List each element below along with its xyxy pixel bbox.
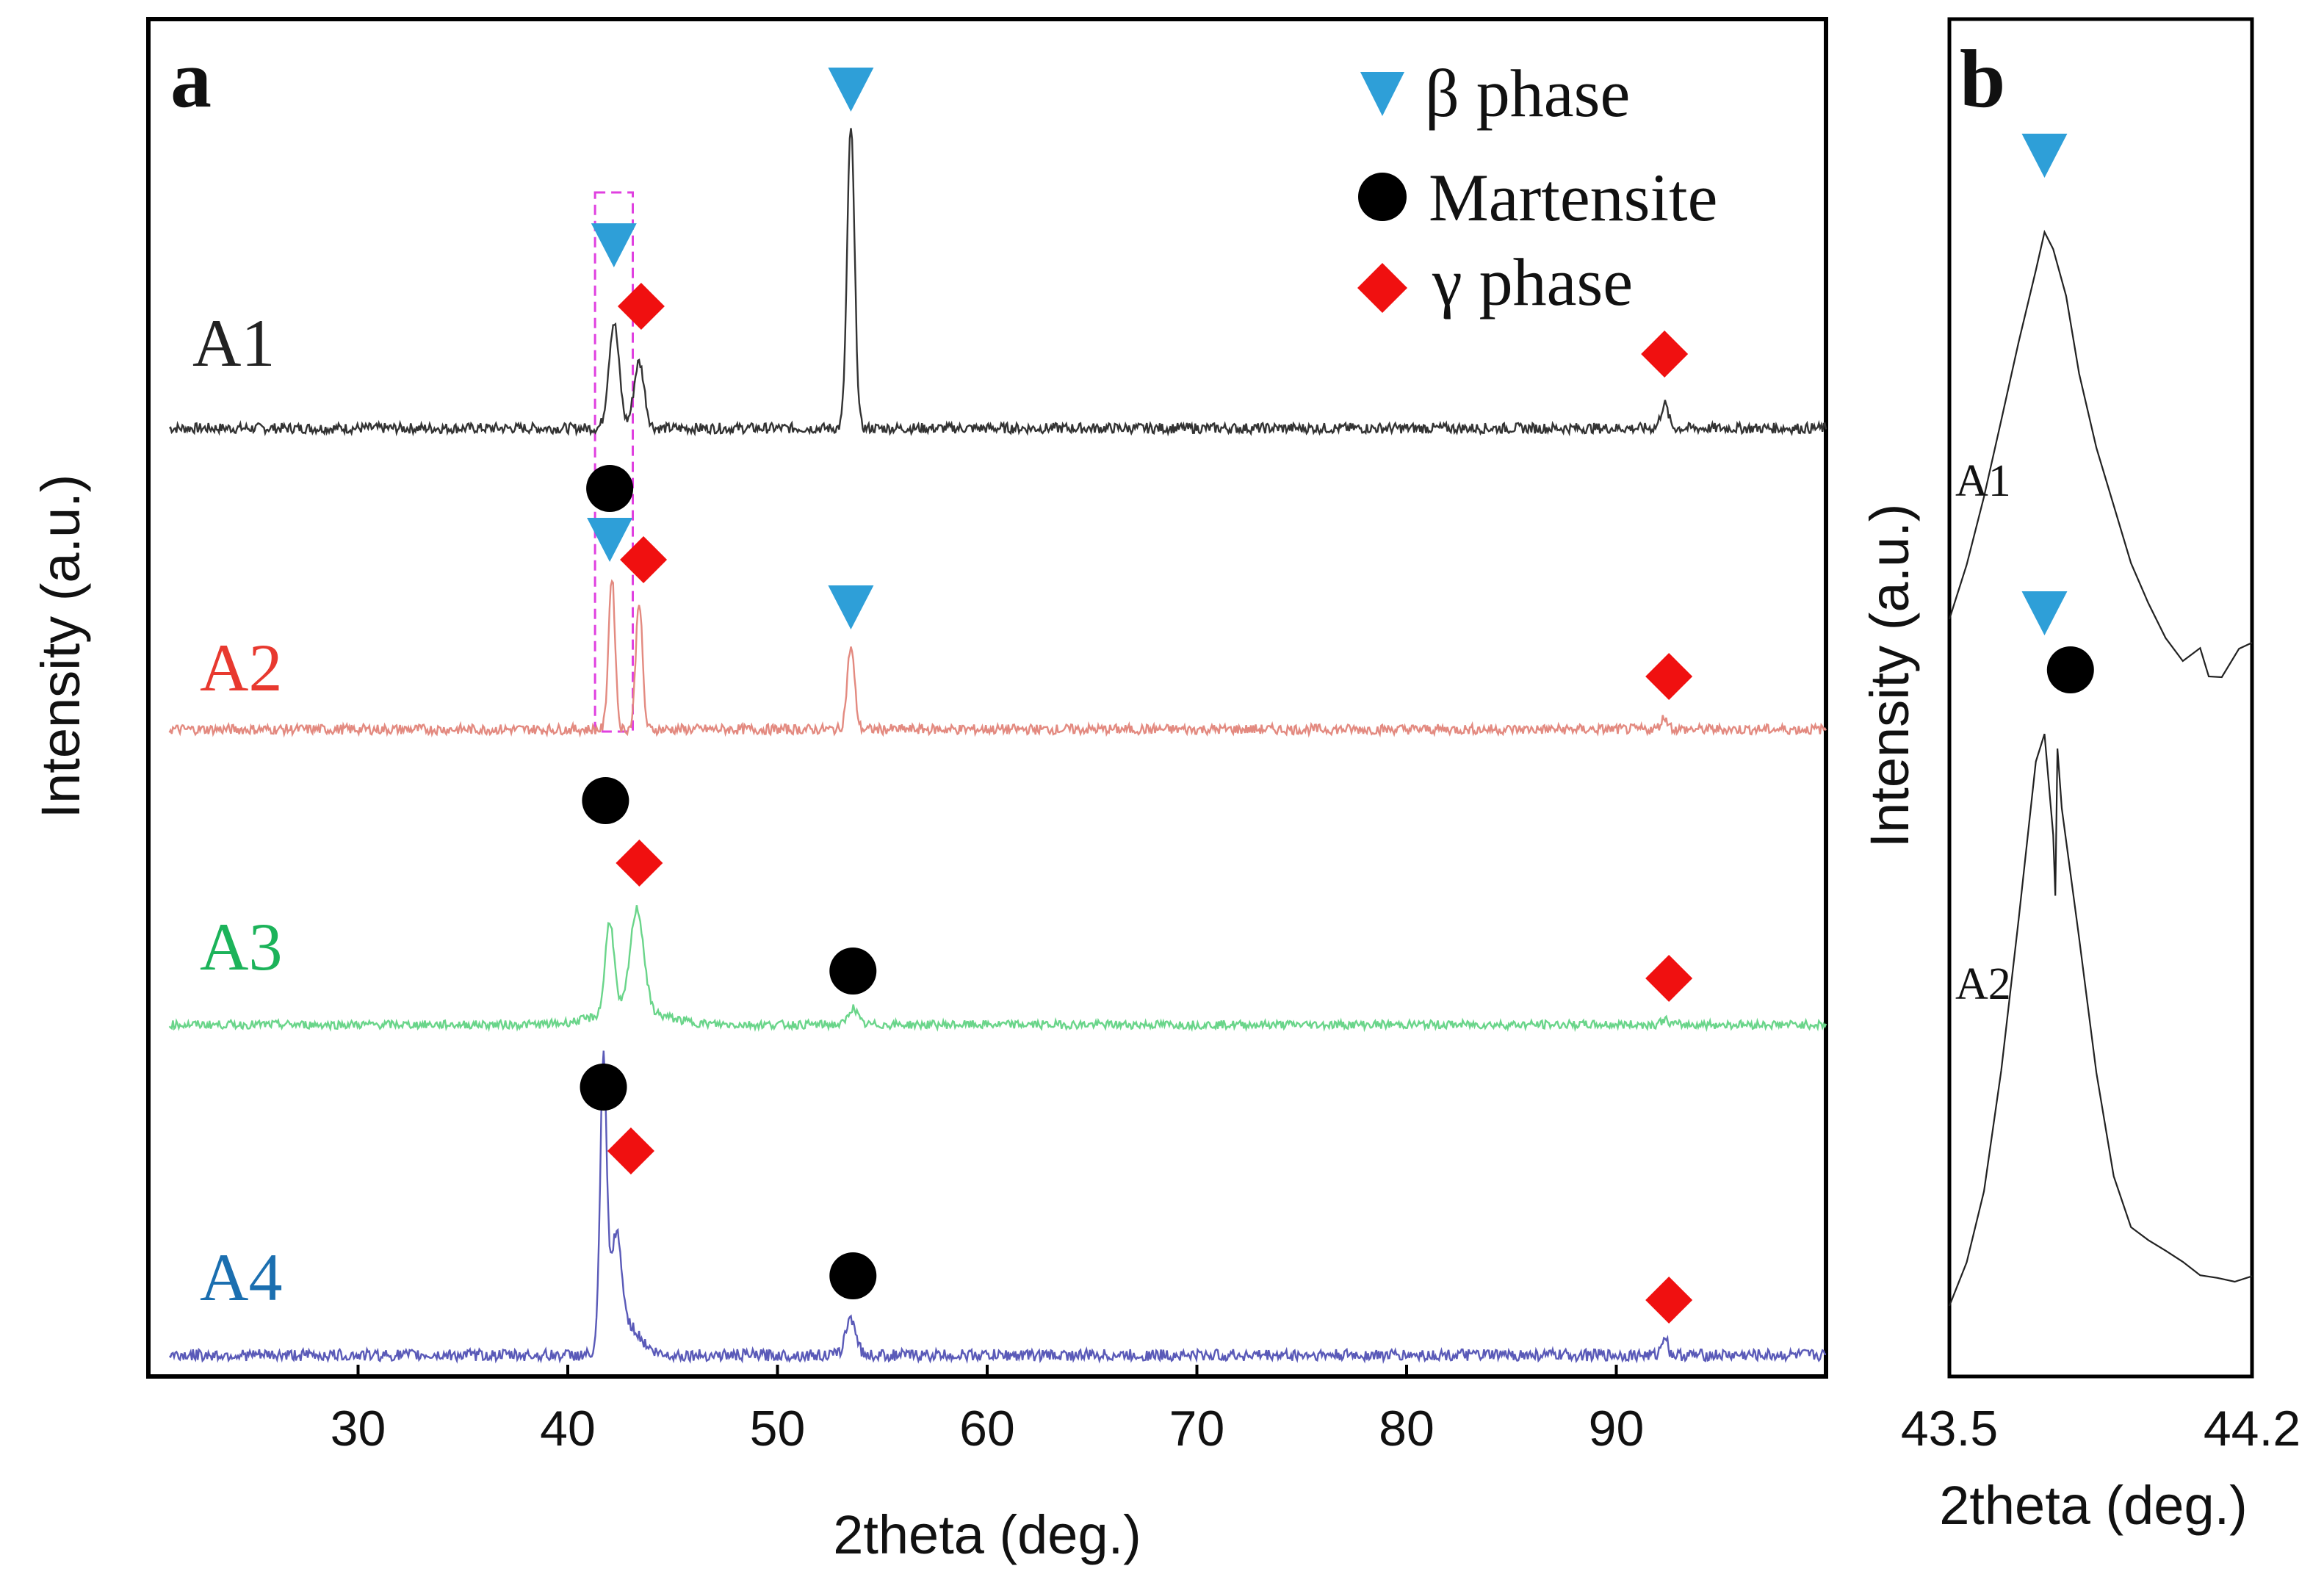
panel-b-series-a2 [1948, 591, 2253, 1307]
legend-gamma-label: γ phase [1432, 245, 1633, 320]
series-a3-gamma-marker-diamond-icon [1645, 955, 1693, 1002]
panel-b-letter: b [1960, 34, 2005, 125]
series-a2 [168, 465, 1827, 738]
legend-gamma-diamond-icon [1357, 263, 1407, 313]
series-a3-martensite-marker-circle-icon [829, 948, 877, 995]
panel-a-y-axis-title: Intensity (a.u.) [30, 474, 91, 819]
sample-label-b-a1: A1 [1955, 456, 2011, 506]
sample-label-a4: A4 [200, 1240, 282, 1315]
panel-b-x-tick-label: 43.5 [1901, 1401, 1998, 1457]
highlight-region-box [593, 191, 635, 733]
panel-b-series-a1-line [1948, 229, 2253, 679]
panel-a-x-tick-label: 80 [1379, 1401, 1435, 1457]
series-a2-gamma-marker-diamond-icon [620, 536, 668, 583]
series-a1-beta-marker-triangle-down-icon [591, 223, 637, 267]
panel-a-x-tick-label: 30 [331, 1401, 386, 1457]
series-a4-martensite-marker-circle-icon [829, 1252, 877, 1299]
panel-b-a1-beta-marker-triangle-down-icon [2021, 134, 2068, 178]
panel-b-series-a1 [1948, 134, 2253, 679]
series-a1-line [168, 128, 1827, 437]
sample-label-a2: A2 [200, 630, 282, 705]
series-a2-martensite-marker-circle-icon [586, 465, 634, 512]
panel-b-a2-martensite-marker-circle-icon [2046, 646, 2094, 693]
legend-martensite-circle-icon [1358, 173, 1407, 221]
series-a4 [168, 1050, 1827, 1365]
series-a3-martensite-marker-circle-icon [582, 777, 629, 824]
series-a2-beta-marker-triangle-down-icon [587, 518, 633, 562]
series-a4-line [168, 1050, 1827, 1365]
panel-b-series-a2-line [1948, 733, 2253, 1307]
series-a3 [168, 777, 1827, 1033]
legend-martensite-label: Martensite [1429, 160, 1717, 235]
panel-b-y-axis-title: Intensity (a.u.) [1859, 504, 1920, 848]
series-a1-gamma-marker-diamond-icon [617, 283, 665, 330]
sample-label-b-a2: A2 [1955, 959, 2011, 1009]
panel-a-x-tick-label: 90 [1589, 1401, 1645, 1457]
legend-beta-triangle-down-icon [1360, 72, 1404, 116]
panel-b-x-axis-title: 2theta (deg.) [1939, 1475, 2248, 1536]
series-a2-gamma-marker-diamond-icon [1645, 653, 1693, 700]
series-a2-beta-marker-triangle-down-icon [828, 585, 874, 629]
series-a1 [168, 68, 1827, 437]
series-a1-beta-marker-triangle-down-icon [828, 68, 874, 112]
panel-b-x-tick-label: 44.2 [2204, 1401, 2300, 1457]
panel-a-x-tick-label: 60 [959, 1401, 1015, 1457]
legend-beta-label: β phase [1425, 56, 1630, 131]
series-a3-gamma-marker-diamond-icon [616, 840, 663, 887]
panel-a-plot: 30 40 50 60 70 80 90 [168, 68, 1827, 1457]
panel-a-x-axis-title: 2theta (deg.) [833, 1504, 1141, 1565]
panel-b-plot: 43.5 44.2 [1901, 134, 2300, 1457]
series-a4-martensite-marker-circle-icon [580, 1064, 627, 1111]
panel-a-x-tick-label: 40 [540, 1401, 596, 1457]
panel-b-frame [1947, 17, 2254, 1379]
series-a1-gamma-marker-diamond-icon [1641, 331, 1689, 378]
series-a4-gamma-marker-diamond-icon [607, 1127, 654, 1174]
panel-b-a2-beta-marker-triangle-down-icon [2021, 591, 2068, 635]
sample-label-a1: A1 [192, 306, 275, 380]
panel-a-x-tick-label: 50 [750, 1401, 806, 1457]
panel-a-letter: a [170, 34, 212, 125]
series-a2-line [168, 579, 1827, 738]
panel-a-x-tick-label: 70 [1169, 1401, 1225, 1457]
series-a4-gamma-marker-diamond-icon [1645, 1277, 1693, 1324]
legend: β phase Martensite γ phase [1357, 56, 1717, 320]
sample-label-a3: A3 [200, 909, 282, 984]
series-a3-line [168, 905, 1827, 1033]
